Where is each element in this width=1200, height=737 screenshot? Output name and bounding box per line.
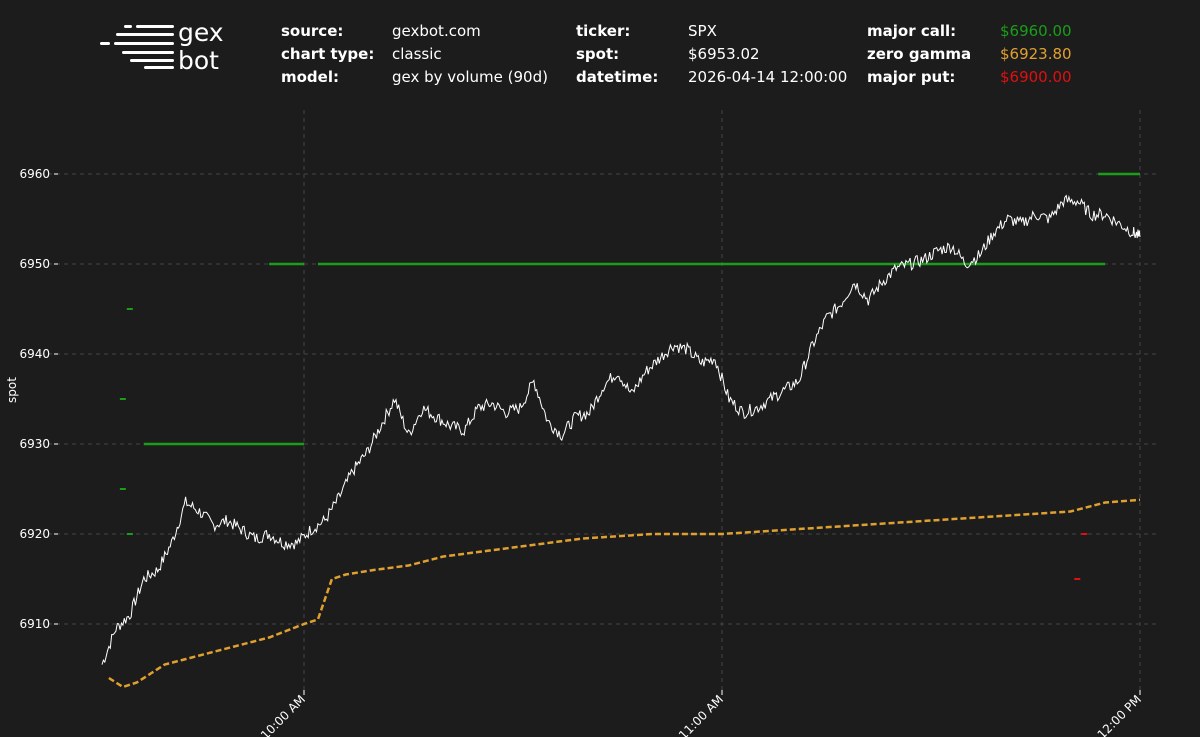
spot-label: spot: xyxy=(576,45,620,63)
y-axis-label: spot xyxy=(5,377,19,403)
gexbot-logo: gex bot xyxy=(100,18,224,75)
source-label: source: xyxy=(281,22,344,40)
major-call-value: $6960.00 xyxy=(1000,22,1072,40)
model-value: gex by volume (90d) xyxy=(392,68,548,86)
series-layer xyxy=(101,172,1141,689)
major-call-point xyxy=(126,308,133,310)
chart-type-label: chart type: xyxy=(281,45,375,63)
zero-gamma-value: $6923.80 xyxy=(1000,45,1072,63)
header: gex bot source: gexbot.com chart type: c… xyxy=(0,0,1200,100)
model-label: model: xyxy=(281,68,339,86)
chart-type-value: classic xyxy=(392,45,442,63)
major-put-point xyxy=(1074,578,1081,580)
major-call-point xyxy=(126,533,133,535)
datetime-value: 2026-04-14 12:00:00 xyxy=(688,68,848,86)
y-tick-label: 6960 xyxy=(19,167,50,181)
major-call-point xyxy=(119,398,126,400)
axes: 6910 6920 6930 6940 6950 6960 10:00 AM 11:00 AM… xyxy=(19,167,1144,737)
major-put-point xyxy=(1081,533,1088,535)
zero-gamma-label: zero gamma xyxy=(867,45,972,63)
major-put-label: major put: xyxy=(867,68,956,86)
x-tick-label: 12:00 PM xyxy=(1095,692,1144,737)
source-value: gexbot.com xyxy=(392,22,481,40)
major-call-label: major call: xyxy=(867,22,957,40)
grid xyxy=(40,110,1160,690)
zero-gamma-series xyxy=(108,498,1141,689)
major-put-value: $6900.00 xyxy=(1000,68,1072,86)
ticker-label: ticker: xyxy=(576,22,631,40)
y-tick-label: 6930 xyxy=(19,437,50,451)
y-tick-label: 6920 xyxy=(19,527,50,541)
major-call-point xyxy=(119,488,126,490)
ticker-value: SPX xyxy=(688,22,717,40)
spot-series xyxy=(101,194,1141,665)
logo-text-bottom: bot xyxy=(178,46,219,75)
x-tick-label: 10:00 AM xyxy=(258,692,308,737)
x-tick-label: 11:00 AM xyxy=(676,692,726,737)
datetime-label: datetime: xyxy=(576,68,659,86)
y-tick-label: 6950 xyxy=(19,257,50,271)
y-tick-label: 6940 xyxy=(19,347,50,361)
logo-text-top: gex xyxy=(178,18,224,47)
spot-value: $6953.02 xyxy=(688,45,760,63)
y-tick-label: 6910 xyxy=(19,617,50,631)
